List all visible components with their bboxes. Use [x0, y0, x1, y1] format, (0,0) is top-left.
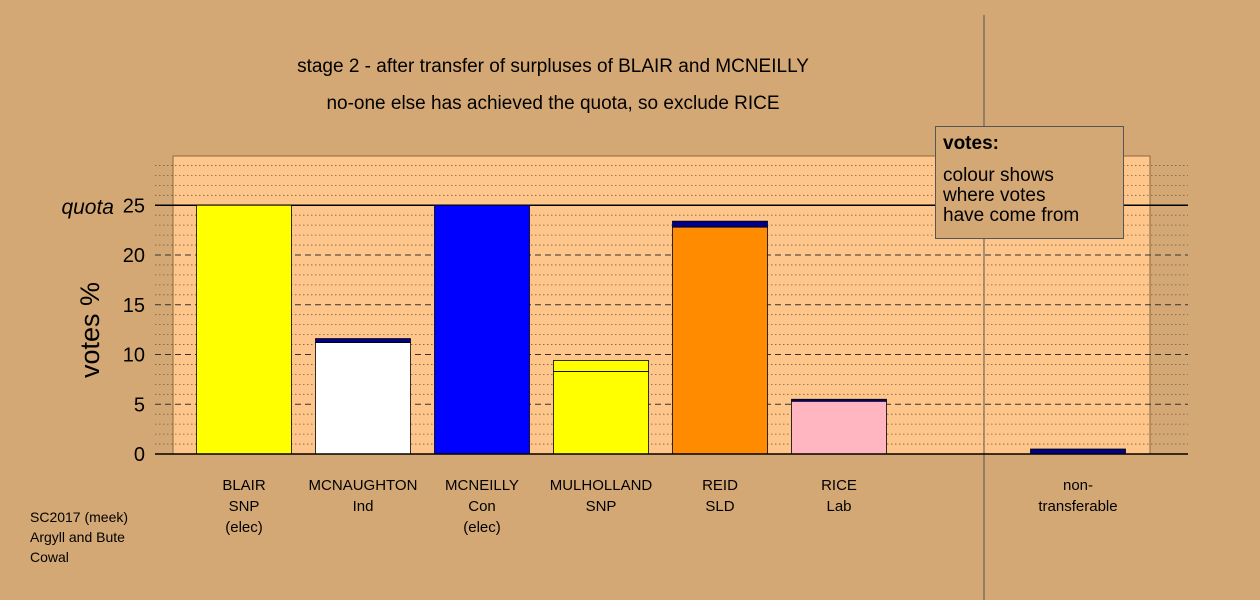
bar-mcneilly	[434, 204, 530, 455]
y-tick-label: 5	[134, 394, 145, 416]
bar-transfer-mcnaughton	[315, 338, 411, 343]
footer-source: SC2017 (meek) Argyll and Bute Cowal	[30, 507, 128, 567]
footer-line: Argyll and Bute	[30, 529, 125, 545]
y-tick-label: 10	[123, 345, 145, 367]
quota-label: quota	[61, 196, 114, 219]
chart-title: stage 2 - after transfer of surpluses of…	[297, 56, 809, 77]
x-tick-labels: BLAIR SNP (elec) MCNAUGHTON Ind MCNEILLY Con (e…	[222, 477, 1117, 536]
x-tick-label: SLD	[705, 498, 734, 515]
legend: votes: colour shows where votes have com…	[935, 126, 1124, 239]
bar-rice	[791, 400, 887, 455]
x-tick-label: SNP	[229, 498, 260, 515]
y-tick-labels: 0 5 10 15 20 25	[123, 195, 145, 466]
bar-reid	[672, 226, 768, 455]
bar-mulholland	[553, 371, 649, 455]
x-tick-label: REID	[702, 477, 738, 494]
x-tick-label: MCNEILLY	[445, 477, 519, 494]
y-tick-label: 25	[123, 195, 145, 217]
footer-line: SC2017 (meek)	[30, 509, 129, 525]
bar-transfer-mulholland	[553, 360, 649, 372]
chart-subtitle: no-one else has achieved the quota, so e…	[326, 93, 779, 114]
y-axis-label: votes %	[75, 282, 105, 378]
x-tick-label: transferable	[1038, 498, 1117, 515]
y-tick-label: 0	[134, 444, 145, 466]
y-tick-label: 15	[123, 295, 145, 317]
x-tick-label: (elec)	[225, 519, 263, 536]
bar-blair	[196, 204, 292, 455]
x-tick-label: RICE	[821, 477, 857, 494]
x-tick-label: (elec)	[463, 519, 501, 536]
footer-line: Cowal	[30, 549, 69, 565]
legend-line: have come from	[943, 205, 1080, 226]
x-tick-label: Lab	[826, 498, 851, 515]
bars	[196, 204, 1126, 455]
bar-transfer-reid	[672, 220, 768, 228]
legend-title: votes:	[943, 133, 999, 154]
x-tick-label: Ind	[353, 498, 374, 515]
x-tick-label: MULHOLLAND	[550, 477, 653, 494]
bar-transfer-rice	[791, 398, 887, 402]
x-tick-label: MCNAUGHTON	[309, 477, 418, 494]
x-tick-label: Con	[468, 498, 496, 515]
bar-mcnaughton	[315, 342, 411, 455]
y-tick-label: 20	[123, 245, 145, 267]
legend-line: colour shows	[943, 165, 1054, 186]
legend-line: where votes	[943, 185, 1046, 206]
x-tick-label: SNP	[586, 498, 617, 515]
x-tick-label: BLAIR	[222, 477, 266, 494]
x-tick-label: non-	[1063, 477, 1093, 494]
